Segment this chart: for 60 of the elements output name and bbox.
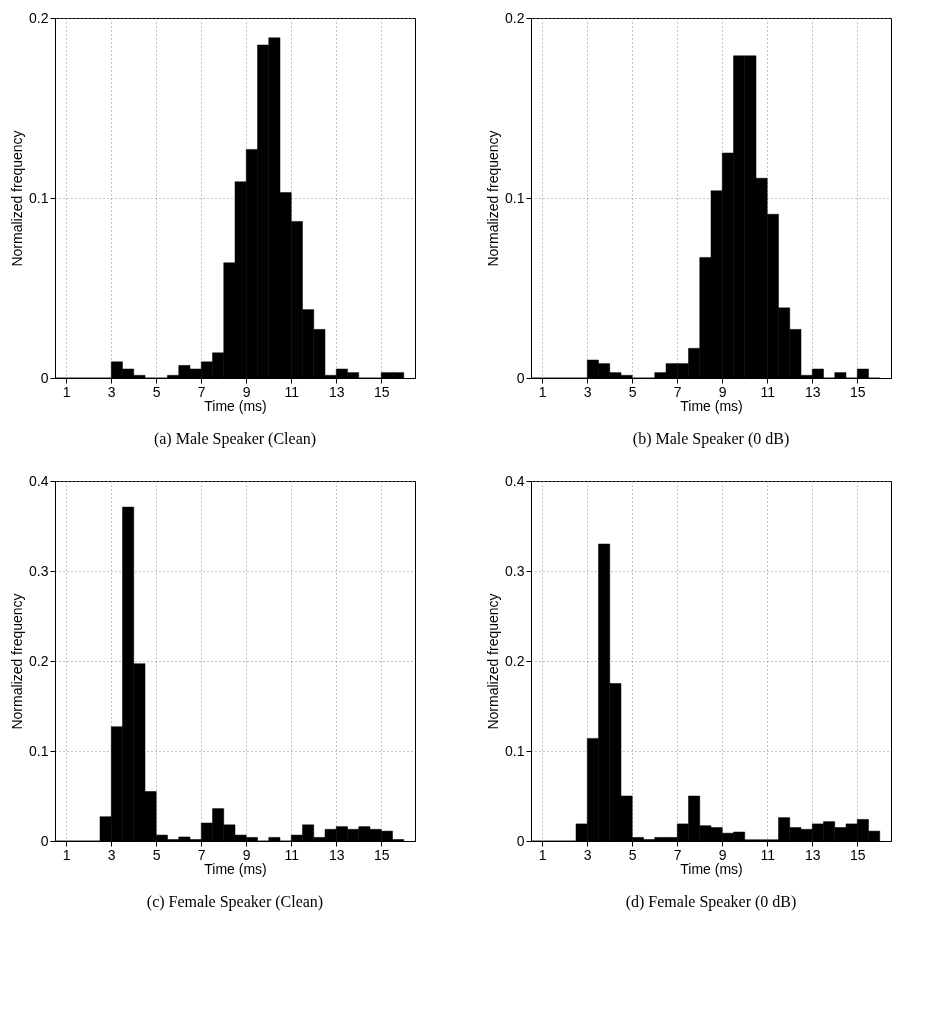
x-tick-label: 3 <box>107 383 116 400</box>
x-tick-label: 9 <box>718 383 727 400</box>
x-tick-label: 3 <box>107 846 116 863</box>
x-tick-label: 7 <box>197 383 206 400</box>
y-tick-label: 0.1 <box>29 742 49 759</box>
x-tick-label: 15 <box>373 383 390 400</box>
y-axis-title: Normalized frequency <box>9 593 26 730</box>
text: (c) Female Speaker (Clean) <box>146 893 324 911</box>
y-tick-label: 0.1 <box>505 742 525 759</box>
y-tick-label: 0 <box>40 369 49 386</box>
y-axis-title: Normalized frequency <box>485 593 502 730</box>
y-tick-label: 0.1 <box>29 189 49 206</box>
y-tick-label: 0.2 <box>29 652 49 669</box>
x-tick-label: 3 <box>583 846 592 863</box>
x-tick-label: 9 <box>242 846 251 863</box>
x-tick-label: 5 <box>628 383 637 400</box>
x-tick-label: 11 <box>760 383 776 400</box>
x-tick-label: 11 <box>284 846 300 863</box>
x-axis-title: Time (ms) <box>204 397 267 414</box>
x-tick-label: 15 <box>373 846 390 863</box>
y-tick-label: 0.4 <box>29 472 49 489</box>
x-tick-label: 7 <box>673 383 682 400</box>
x-tick-label: 9 <box>718 846 727 863</box>
y-tick-label: 0 <box>516 832 525 849</box>
x-tick-label: 11 <box>284 383 300 400</box>
x-tick-label: 5 <box>628 846 637 863</box>
x-tick-label: 13 <box>804 383 821 400</box>
x-axis-title: Time (ms) <box>680 397 743 414</box>
x-tick-label: 3 <box>583 383 592 400</box>
x-tick-label: 7 <box>197 846 206 863</box>
y-axis-title: Normalized frequency <box>485 130 502 267</box>
text: (b) Male Speaker (0 dB) <box>632 430 790 448</box>
x-tick-label: 11 <box>760 846 776 863</box>
x-tick-label: 9 <box>242 383 251 400</box>
x-tick-label: 15 <box>849 383 866 400</box>
y-tick-label: 0.4 <box>505 472 525 489</box>
y-axis-title: Normalized frequency <box>9 130 26 267</box>
text: (a) Male Speaker (Clean) <box>153 430 317 448</box>
x-tick-label: 1 <box>538 383 547 400</box>
x-tick-label: 7 <box>673 846 682 863</box>
x-tick-label: 15 <box>849 846 866 863</box>
y-tick-label: 0.3 <box>29 562 49 579</box>
x-tick-label: 13 <box>804 846 821 863</box>
y-tick-label: 0.1 <box>505 189 525 206</box>
y-tick-label: 0.2 <box>29 9 49 26</box>
x-tick-label: 5 <box>152 383 161 400</box>
x-tick-label: 1 <box>62 846 71 863</box>
x-tick-label: 1 <box>62 383 71 400</box>
y-tick-label: 0 <box>40 832 49 849</box>
y-tick-label: 0 <box>516 369 525 386</box>
x-tick-label: 13 <box>328 383 345 400</box>
y-tick-label: 0.2 <box>505 652 525 669</box>
x-tick-label: 13 <box>328 846 345 863</box>
text: (d) Female Speaker (0 dB) <box>625 893 797 911</box>
y-tick-label: 0.2 <box>505 9 525 26</box>
x-axis-title: Time (ms) <box>204 860 267 877</box>
x-tick-label: 5 <box>152 846 161 863</box>
x-axis-title: Time (ms) <box>680 860 743 877</box>
y-tick-label: 0.3 <box>505 562 525 579</box>
x-tick-label: 1 <box>538 846 547 863</box>
